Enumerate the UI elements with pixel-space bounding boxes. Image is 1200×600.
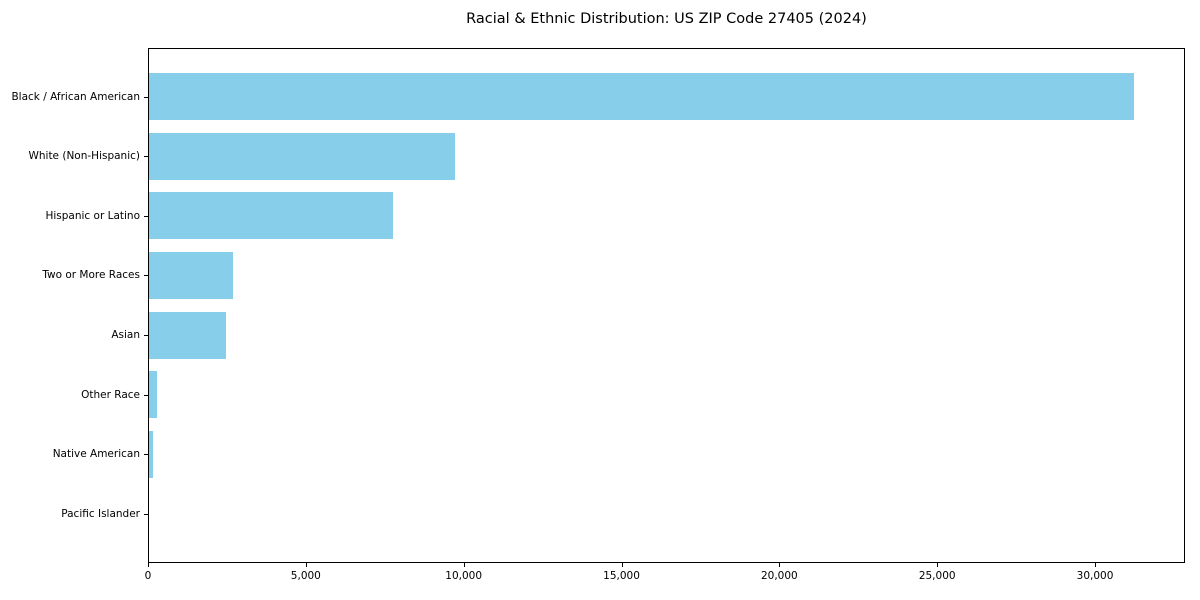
x-tick-mark — [463, 563, 465, 567]
x-axis-tick-label: 5,000 — [290, 570, 321, 582]
y-tick-mark — [144, 215, 148, 217]
bar — [149, 311, 226, 359]
bar — [149, 132, 455, 180]
y-axis-tick-label: Native American — [52, 448, 140, 461]
y-tick-mark — [144, 394, 148, 396]
bar — [149, 73, 1135, 120]
x-tick-mark — [148, 563, 149, 567]
x-axis-tick-label: 10,000 — [445, 570, 483, 582]
x-axis-tick-label: 15,000 — [603, 570, 640, 582]
y-tick-mark — [144, 275, 148, 277]
y-axis-tick-label: Pacific Islander — [61, 507, 140, 520]
y-tick-mark — [144, 96, 148, 98]
y-tick-mark — [144, 335, 148, 337]
bar — [149, 192, 393, 240]
y-axis-tick-label: Black / African American — [11, 90, 140, 103]
y-tick-mark — [144, 513, 148, 515]
x-tick-mark — [305, 563, 307, 567]
x-axis-tick-label: 30,000 — [1076, 570, 1114, 582]
y-axis-tick-label: Hispanic or Latino — [45, 209, 140, 222]
bar — [149, 430, 153, 478]
x-tick-mark — [621, 563, 623, 567]
y-axis-tick-label: White (Non-Hispanic) — [28, 150, 140, 163]
y-axis-tick-label: Two or More Races — [42, 269, 140, 282]
plot-area — [148, 48, 1185, 563]
y-tick-mark — [144, 156, 148, 158]
y-axis-tick-label: Asian — [111, 329, 140, 342]
x-tick-mark — [937, 563, 939, 567]
chart-title: Racial & Ethnic Distribution: US ZIP Cod… — [466, 11, 867, 27]
x-axis-tick-label: 25,000 — [918, 570, 956, 582]
y-axis-tick-label: Other Race — [81, 388, 140, 401]
x-tick-mark — [1095, 563, 1097, 567]
y-tick-mark — [144, 454, 148, 456]
x-axis-tick-label: 0 — [144, 570, 152, 582]
x-axis-tick-label: 20,000 — [760, 570, 798, 582]
x-tick-mark — [779, 563, 781, 567]
bar — [149, 371, 157, 419]
bar — [149, 251, 233, 299]
